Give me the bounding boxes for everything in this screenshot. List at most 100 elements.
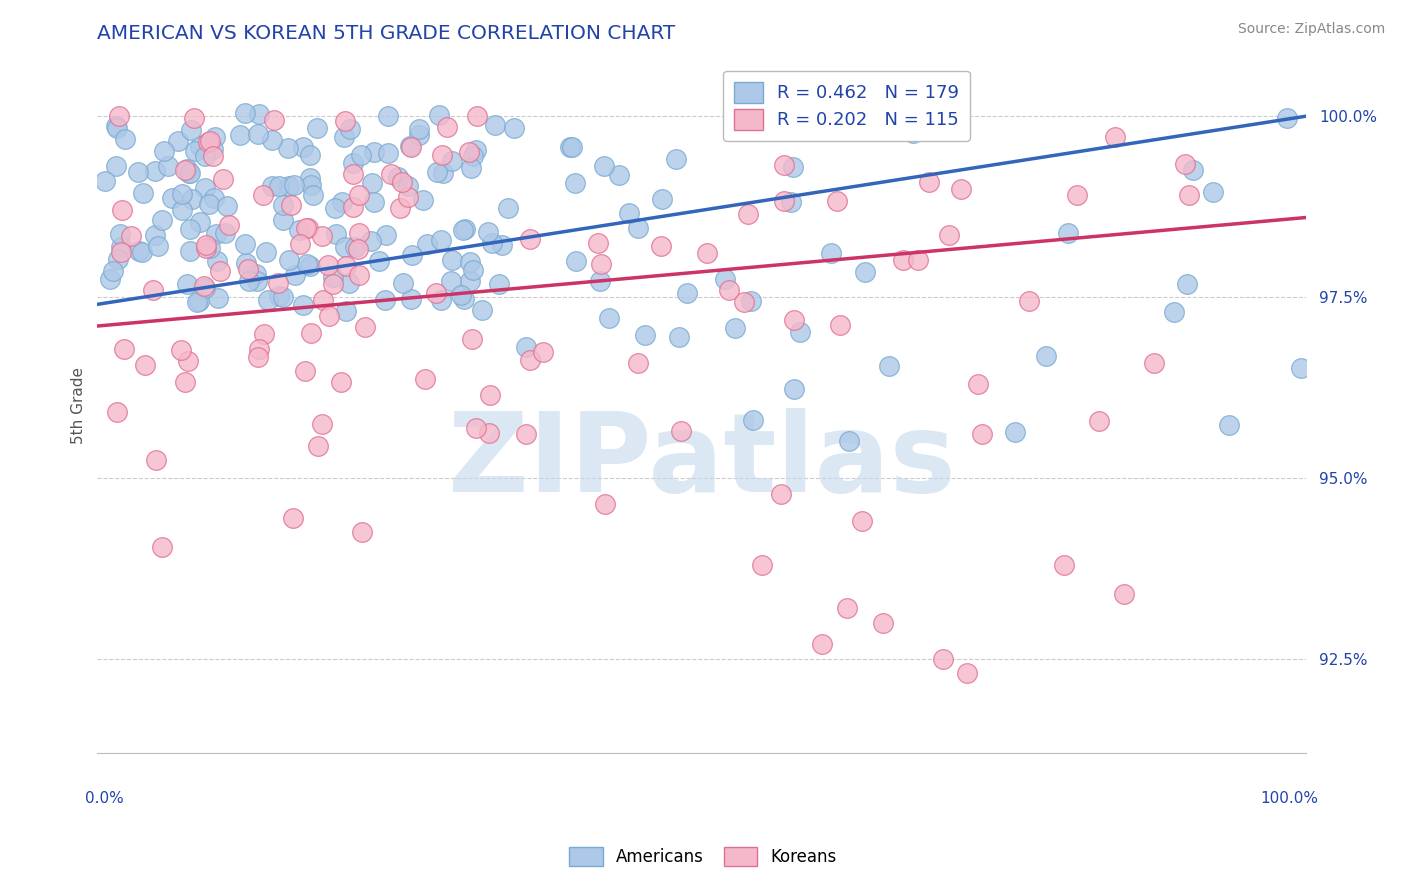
Text: Source: ZipAtlas.com: Source: ZipAtlas.com (1237, 22, 1385, 37)
Point (333, 129, 356, 144)
Point (966, 376, 988, 391)
Text: AMERICAN VS KOREAN 5TH GRADE CORRELATION CHART: AMERICAN VS KOREAN 5TH GRADE CORRELATION… (97, 24, 676, 43)
Point (453, 222, 475, 236)
Point (401, 292, 423, 306)
Point (696, 246, 718, 260)
Point (229, 128, 252, 143)
Point (325, 227, 347, 242)
Point (451, 223, 474, 237)
Point (430, 293, 453, 307)
Point (377, 146, 399, 161)
Point (143, 163, 166, 178)
Point (851, 514, 873, 528)
Point (322, 277, 344, 292)
Point (1143, 356, 1166, 370)
Point (533, 345, 555, 359)
Point (593, 497, 616, 511)
Point (184, 144, 207, 158)
Point (193, 279, 215, 293)
Point (305, 120, 328, 135)
Point (176, 161, 198, 176)
Point (565, 253, 588, 268)
Point (312, 293, 335, 307)
Point (413, 372, 436, 386)
Point (104, 119, 127, 133)
Point (1163, 305, 1185, 319)
Point (335, 259, 357, 273)
Point (1104, 130, 1126, 145)
Point (408, 121, 430, 136)
Point (561, 140, 583, 154)
Point (1004, 425, 1026, 439)
Point (195, 238, 218, 252)
Point (352, 524, 374, 539)
Point (713, 272, 735, 286)
Point (167, 134, 190, 148)
Point (114, 132, 136, 146)
Point (311, 228, 333, 243)
Point (1053, 558, 1076, 572)
Point (1114, 587, 1136, 601)
Point (278, 178, 301, 193)
Point (891, 252, 914, 267)
Point (162, 190, 184, 204)
Point (208, 264, 231, 278)
Point (277, 141, 299, 155)
Point (217, 199, 239, 213)
Point (478, 426, 501, 441)
Point (718, 284, 741, 298)
Point (398, 138, 420, 153)
Point (733, 295, 755, 310)
Point (907, 253, 929, 268)
Point (288, 237, 311, 252)
Point (938, 227, 960, 242)
Point (956, 666, 979, 681)
Point (877, 359, 900, 373)
Point (322, 270, 344, 285)
Point (820, 246, 842, 260)
Point (464, 143, 486, 157)
Point (391, 175, 413, 189)
Point (127, 165, 149, 179)
Point (1018, 294, 1040, 309)
Point (211, 172, 233, 186)
Point (769, 487, 792, 501)
Point (271, 291, 294, 305)
Point (440, 274, 463, 288)
Point (173, 376, 195, 390)
Point (519, 232, 541, 246)
Point (430, 148, 453, 162)
Point (323, 201, 346, 215)
Point (779, 195, 801, 210)
Point (201, 142, 224, 156)
Point (233, 105, 256, 120)
Point (105, 405, 128, 419)
Point (188, 215, 211, 229)
Point (298, 171, 321, 186)
Point (179, 166, 201, 180)
Point (399, 140, 422, 154)
Point (297, 221, 319, 235)
Point (142, 283, 165, 297)
Point (353, 320, 375, 334)
Point (170, 203, 193, 218)
Point (665, 153, 688, 167)
Point (363, 195, 385, 210)
Point (330, 194, 353, 209)
Point (782, 313, 804, 327)
Point (194, 149, 217, 163)
Text: 100.0%: 100.0% (1260, 791, 1317, 806)
Point (412, 193, 434, 207)
Y-axis label: 5th Grade: 5th Grade (72, 368, 86, 444)
Point (143, 228, 166, 243)
Point (107, 252, 129, 266)
Point (453, 292, 475, 306)
Point (246, 351, 269, 365)
Point (676, 285, 699, 300)
Point (457, 145, 479, 159)
Point (283, 178, 305, 193)
Point (108, 227, 131, 241)
Point (202, 148, 225, 162)
Point (377, 109, 399, 123)
Point (478, 388, 501, 402)
